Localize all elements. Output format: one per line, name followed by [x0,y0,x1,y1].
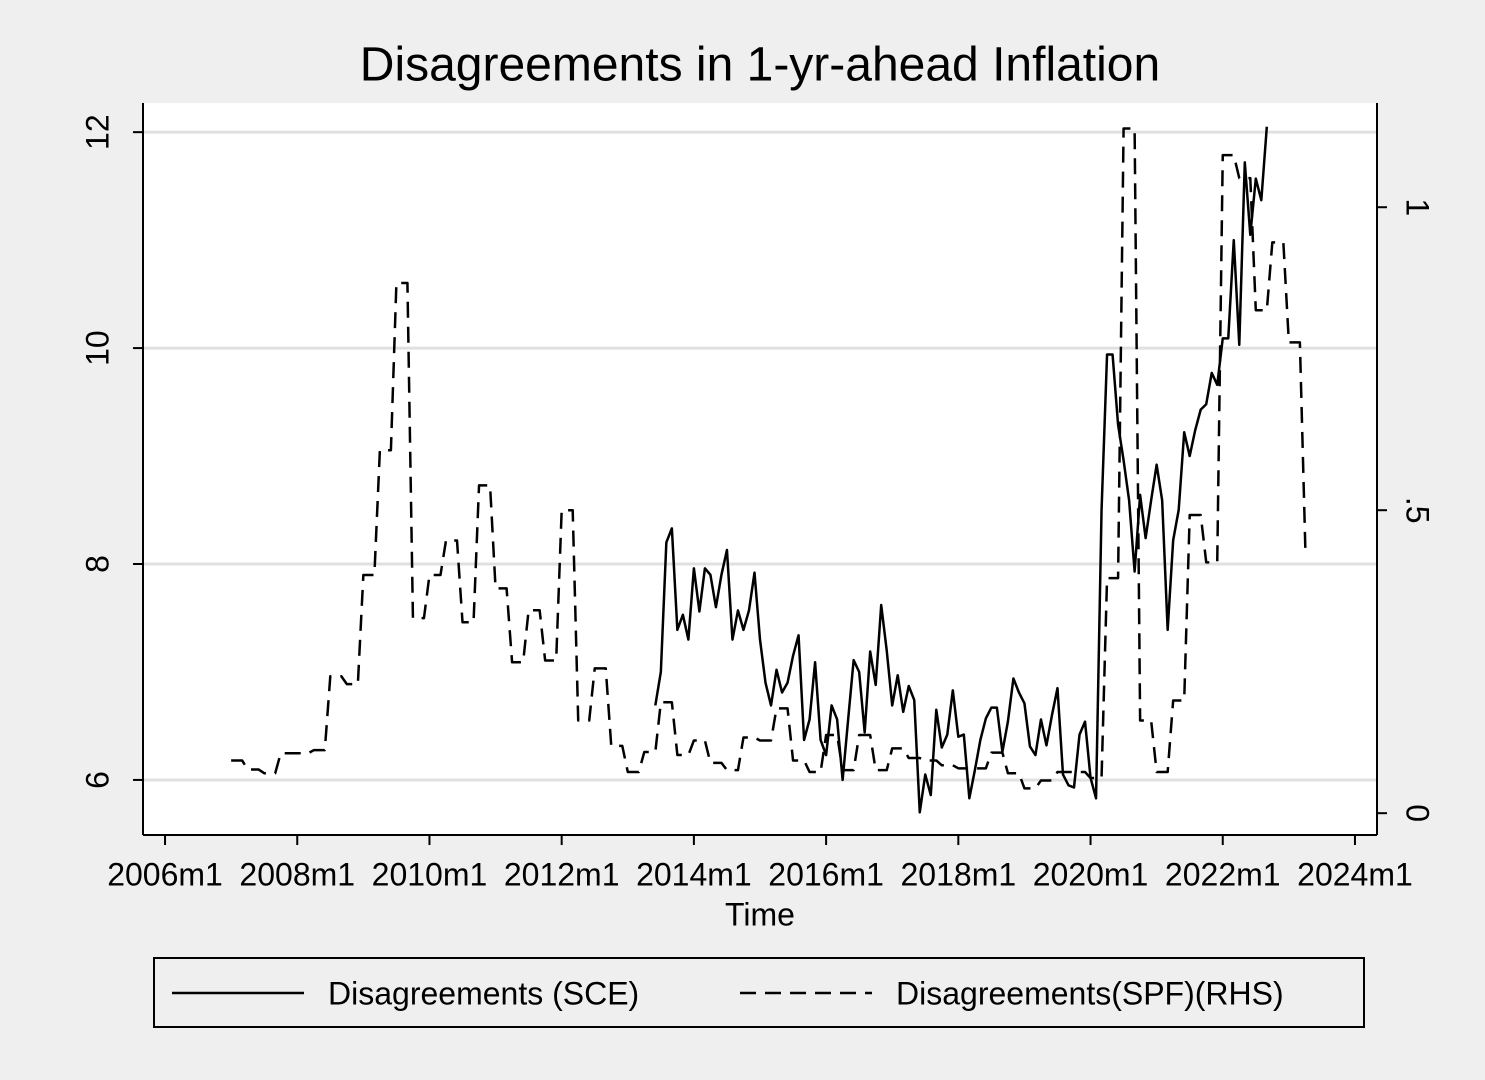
x-tick-label: 2010m1 [372,856,488,892]
x-tick-label: 2018m1 [901,856,1017,892]
y2-tick-label: 0 [1400,804,1436,822]
chart-title: Disagreements in 1-yr-ahead Inflation [360,39,1160,92]
legend-label: Disagreements(SPF)(RHS) [896,975,1284,1011]
y-tick-label: 10 [79,330,115,366]
x-tick-label: 2006m1 [107,856,223,892]
plot-area [143,103,1377,835]
legend-box [153,957,1365,1028]
y2-tick-label: 1 [1400,198,1436,216]
x-axis-title: Time [725,896,795,932]
x-tick-label: 2016m1 [768,856,884,892]
x-tick-label: 2024m1 [1297,856,1413,892]
series-line [231,127,1307,790]
x-tick-label: 2008m1 [239,856,355,892]
y2-tick-label: .5 [1400,497,1436,524]
x-tick-label: 2014m1 [636,856,752,892]
y-tick-label: 8 [79,555,115,573]
y-tick-label: 6 [79,771,115,789]
series-line [654,126,1269,814]
legend-label: Disagreements (SCE) [328,975,639,1011]
y-tick-label: 12 [79,114,115,150]
x-tick-label: 2012m1 [504,856,620,892]
x-tick-label: 2020m1 [1033,856,1149,892]
x-tick-label: 2022m1 [1165,856,1281,892]
